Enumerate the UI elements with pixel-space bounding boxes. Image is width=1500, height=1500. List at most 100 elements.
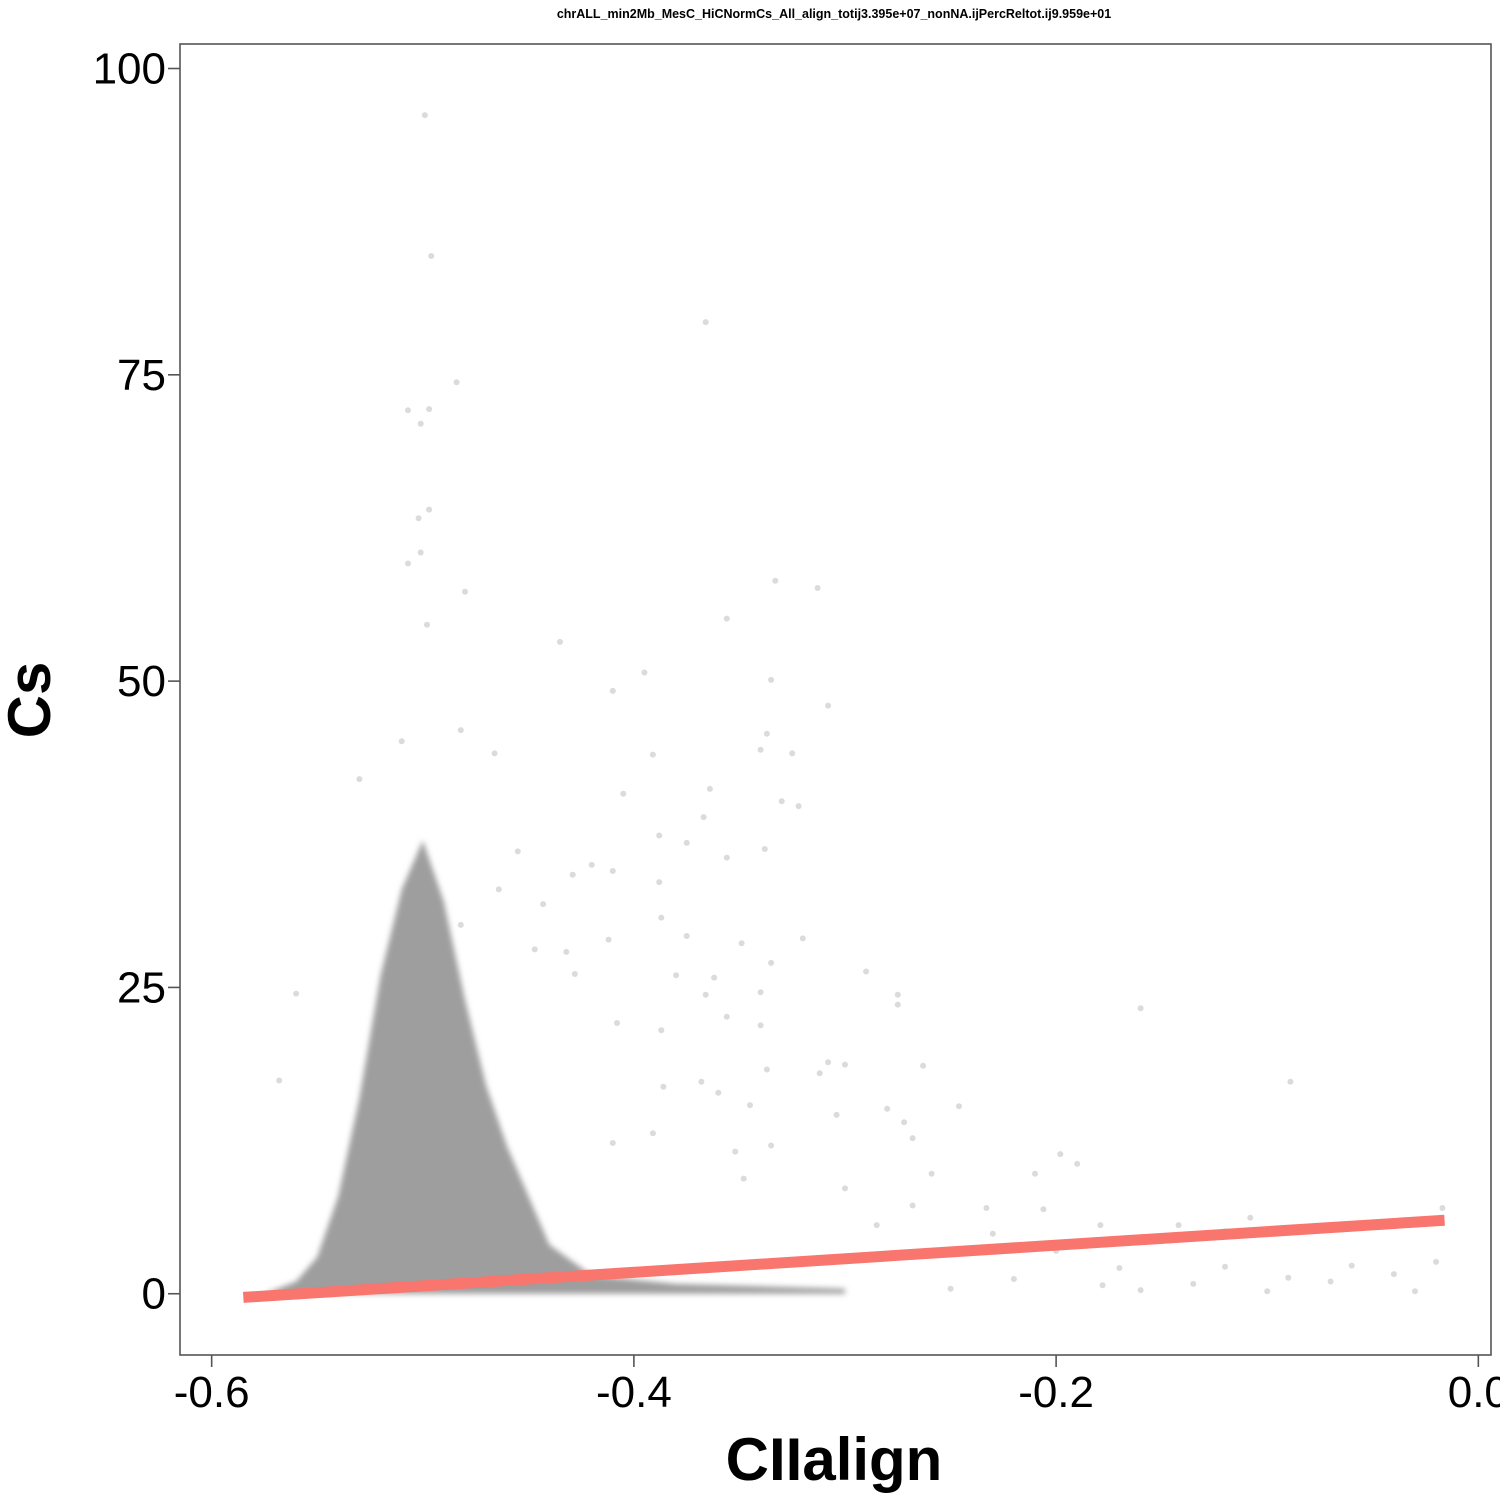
scatter-point <box>884 1105 891 1112</box>
scatter-point <box>426 506 433 513</box>
y-tick-label: 50 <box>117 657 166 706</box>
scatter-point <box>426 406 433 413</box>
scatter-point <box>656 832 663 839</box>
scatter-point <box>894 1001 901 1008</box>
scatter-point <box>557 638 563 645</box>
scatter-point <box>842 1061 848 1068</box>
scatter-point <box>620 790 627 797</box>
scatter-point <box>462 588 468 595</box>
scatter-point <box>873 1222 880 1229</box>
scatter-point <box>491 750 498 757</box>
scatter-point <box>763 730 770 737</box>
x-axis: -0.6 -0.4 -0.2 0.0 <box>174 1355 1500 1417</box>
y-tick-label: 100 <box>93 45 166 94</box>
scatter-point <box>700 814 707 821</box>
scatter-point <box>531 946 538 953</box>
scatter-point <box>947 1285 954 1292</box>
y-axis-title: Cs <box>0 662 63 739</box>
scatter-point <box>457 921 464 928</box>
x-tick-label: -0.4 <box>596 1368 672 1417</box>
scatter-point <box>495 886 502 893</box>
scatter-point <box>1247 1214 1254 1221</box>
scatter-point <box>415 515 422 522</box>
scatter-point <box>276 1077 283 1084</box>
scatter-point <box>428 253 435 259</box>
scatter-point <box>1099 1282 1106 1289</box>
scatter-point <box>683 933 690 939</box>
scatter-point <box>768 676 775 683</box>
scatter-point <box>723 615 730 622</box>
scatter-point <box>1097 1222 1104 1229</box>
scatter-point <box>863 968 870 975</box>
scatter-point <box>457 727 464 734</box>
scatter-point <box>814 585 821 591</box>
chart-title: chrALL_min2Mb_MesC_HiCNormCs_All_align_t… <box>557 7 1111 21</box>
scatter-point <box>956 1103 962 1110</box>
scatter-point <box>799 935 806 942</box>
scatter-point <box>816 1070 823 1077</box>
scatter-point <box>453 379 460 386</box>
scatter-point <box>789 750 796 757</box>
scatter-point <box>738 940 745 947</box>
scatter-point <box>563 948 570 955</box>
scatter-point <box>698 1078 705 1085</box>
scatter-point <box>825 1059 832 1066</box>
points-layer <box>264 112 1446 1295</box>
scatter-point <box>723 1013 730 1020</box>
scatter-point <box>1010 1276 1017 1282</box>
scatter-point <box>1074 1160 1081 1167</box>
scatter-point <box>747 1102 753 1109</box>
scatter-point <box>660 1083 667 1090</box>
x-tick-label: -0.6 <box>174 1368 250 1417</box>
scatter-point <box>356 776 363 783</box>
scatter-point <box>732 1148 739 1155</box>
scatter-point <box>609 868 616 874</box>
scatter-point <box>901 1119 908 1126</box>
y-tick-label: 25 <box>117 963 166 1012</box>
scatter-point <box>1348 1262 1355 1269</box>
scatter-point <box>1057 1151 1064 1158</box>
scatter-point <box>1287 1078 1294 1085</box>
scatter-point <box>293 990 300 997</box>
scatter-point <box>1222 1263 1228 1270</box>
scatter-point <box>683 839 690 846</box>
scatter-point <box>1175 1222 1182 1229</box>
scatter-point <box>740 1175 747 1182</box>
scatter-point <box>614 1020 620 1026</box>
y-axis: 0 25 50 75 100 <box>93 45 180 1319</box>
scatter-point <box>514 848 521 855</box>
scatter-point <box>757 1022 764 1029</box>
scatter-point <box>833 1111 840 1118</box>
scatter-point <box>656 879 663 886</box>
scatter-point <box>1433 1258 1440 1265</box>
scatter-point <box>768 959 775 966</box>
y-tick-label: 0 <box>142 1270 166 1319</box>
scatter-point <box>1040 1206 1047 1213</box>
scatter-point <box>989 1230 996 1237</box>
regression-layer <box>242 1214 1445 1303</box>
scatter-point <box>649 1130 656 1137</box>
y-tick-label: 75 <box>117 351 166 400</box>
scatter-point <box>605 936 612 943</box>
scatter-point <box>928 1170 935 1177</box>
scatter-point <box>1137 1005 1144 1012</box>
scatter-point <box>398 738 405 745</box>
scatter-point <box>842 1185 848 1192</box>
scatter-point <box>909 1135 916 1142</box>
scatter-point <box>658 914 665 921</box>
scatter-point <box>761 846 768 852</box>
scatter-point <box>673 972 680 979</box>
scatter-point <box>706 785 713 792</box>
scatter-point <box>417 420 424 427</box>
scatter-point <box>1264 1288 1271 1295</box>
scatter-point <box>1439 1205 1446 1211</box>
regression-line <box>242 1214 1445 1303</box>
scatter-point <box>757 746 764 753</box>
scatter-point <box>658 1027 665 1034</box>
scatter-point <box>723 854 730 861</box>
scatter-point <box>588 861 595 868</box>
x-axis-title: CIIalign <box>726 1426 943 1493</box>
scatter-point <box>1412 1288 1418 1295</box>
scatter-point <box>1390 1271 1397 1278</box>
